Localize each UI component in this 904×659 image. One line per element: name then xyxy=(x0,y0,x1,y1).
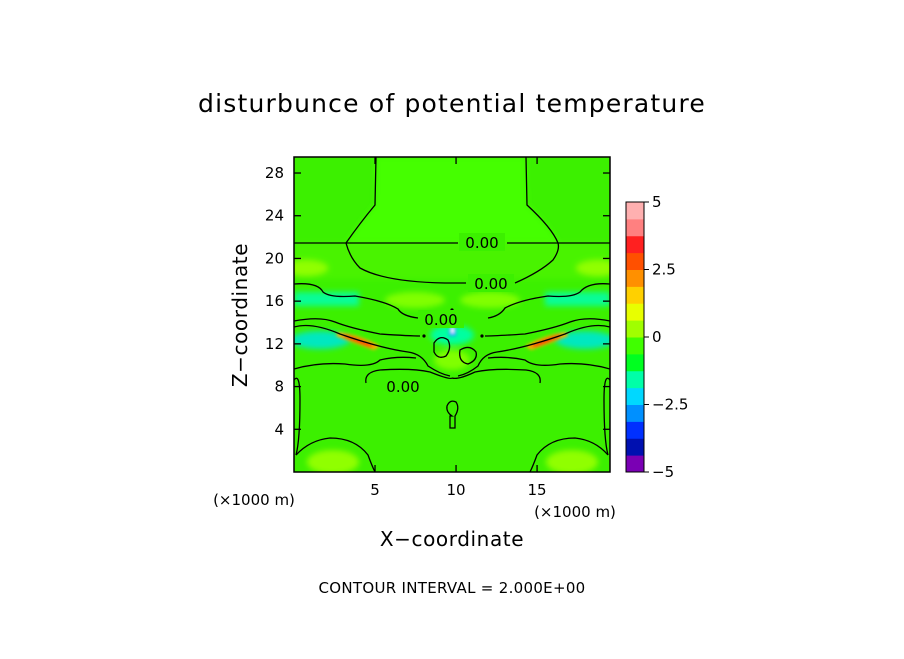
feature-central-warm xyxy=(434,350,470,370)
x-tick-label: 5 xyxy=(370,481,380,499)
contour-label-bg xyxy=(468,274,514,292)
contour-center-b xyxy=(459,346,477,365)
x-unit-label: (×1000 m) xyxy=(534,503,616,521)
contour-bubble xyxy=(446,400,459,429)
feature-bottom-left xyxy=(307,450,359,472)
contour-right-13 xyxy=(484,318,610,337)
contour-label-bg xyxy=(380,377,426,395)
colorbar-segment xyxy=(626,252,644,270)
feature-central-top xyxy=(346,157,558,243)
y-tick-label: 8 xyxy=(274,378,284,396)
colorbar-segment xyxy=(626,218,644,237)
feature-bottom-right xyxy=(546,450,598,472)
contour-right-16 xyxy=(487,283,610,319)
colorbar-tick-label: −2.5 xyxy=(652,396,688,414)
colorbar-segment xyxy=(626,370,644,389)
colorbar-segment xyxy=(626,235,644,254)
contour-loop-20 xyxy=(345,242,560,284)
contour-label: 0.00 xyxy=(465,234,498,252)
x-axis-title: X−coordinate xyxy=(380,527,524,551)
colorbar-segment xyxy=(626,303,644,321)
feature-upper-right xyxy=(576,260,610,276)
feature-upper-layer xyxy=(294,243,610,279)
colorbar-tick-label: 5 xyxy=(652,193,662,211)
y-tick-label: 16 xyxy=(265,292,284,310)
y-tick-label: 20 xyxy=(265,249,284,267)
y-tick-label: 24 xyxy=(265,207,284,225)
contour-top-left xyxy=(345,157,377,244)
chart-title: disturbunce of potential temperature xyxy=(198,89,706,118)
contour-right-12 xyxy=(457,324,610,377)
colorbar-tick-label: 0 xyxy=(652,328,662,346)
contour-left-16 xyxy=(294,283,419,319)
contour-left-12 xyxy=(294,324,451,377)
y-tick-label: 12 xyxy=(265,335,284,353)
colorbar-segment xyxy=(626,455,644,473)
contour-left-9 xyxy=(294,356,417,370)
feature-cool-left xyxy=(294,331,350,349)
colorbar-ticks: 5 2.5 0 −2.5 −5 xyxy=(644,193,688,481)
colorbar-segment xyxy=(626,286,644,304)
contour-label-bg xyxy=(459,233,505,251)
heatmap-field xyxy=(294,157,610,472)
feature-negative-right xyxy=(545,292,610,306)
colorbar-segment xyxy=(626,438,644,456)
axis-ticks xyxy=(294,157,610,472)
y-tick-label: 28 xyxy=(265,164,284,182)
colorbar-segment xyxy=(626,421,644,439)
contour-lines xyxy=(294,157,610,472)
contour-left-wall xyxy=(294,377,301,456)
y-axis-title: Z−coordinate xyxy=(228,243,252,387)
contour-top-right xyxy=(525,157,559,244)
colorbar-segment xyxy=(626,337,644,355)
colorbar-segment xyxy=(626,269,644,287)
colorbar xyxy=(626,202,644,473)
colorbar-segment xyxy=(626,404,644,422)
contour-label: 0.00 xyxy=(386,378,419,396)
contour-bottom-right-dome xyxy=(529,437,609,472)
feature-warm-right-16 xyxy=(460,292,520,308)
contour-label-group: 0.00 0.00 0.00 0.00 xyxy=(380,233,514,396)
field-anomalies xyxy=(294,157,610,472)
contour-bottom-left-dome xyxy=(295,437,376,472)
plot-frame xyxy=(293,156,611,473)
contour-right-wall xyxy=(603,377,610,456)
contour-interval-note: CONTOUR INTERVAL = 2.000E+00 xyxy=(318,579,585,597)
x-tick-label: 10 xyxy=(447,481,466,499)
colorbar-segment xyxy=(626,353,644,372)
contour-label: 0.00 xyxy=(424,311,457,329)
colorbar-tick-label: 2.5 xyxy=(652,261,676,279)
feature-negative-left xyxy=(294,292,359,306)
cold-spot-core xyxy=(451,328,454,333)
colorbar-segment xyxy=(626,202,644,220)
colorbar-segment xyxy=(626,387,644,405)
x-tick-label: 15 xyxy=(528,481,547,499)
feature-cool-right xyxy=(555,331,610,349)
feature-warm-left-16 xyxy=(385,292,445,308)
contour-center-a xyxy=(433,336,451,358)
colorbar-tick-label: −5 xyxy=(652,463,674,481)
contour-left-13 xyxy=(294,318,421,337)
contour-label-bg xyxy=(418,310,464,328)
contour-label: 0.00 xyxy=(474,275,507,293)
axis-tick-labels: 5 10 15 4 8 12 16 20 24 28 xyxy=(265,164,547,499)
y-tick-label: 4 xyxy=(274,420,284,438)
contour-lower-left xyxy=(365,368,453,384)
y-unit-label: (×1000 m) xyxy=(213,491,295,509)
contour-lower-right xyxy=(451,368,541,384)
colorbar-segment xyxy=(626,320,644,338)
contour-right-9 xyxy=(487,356,610,370)
feature-upper-left xyxy=(294,260,328,276)
